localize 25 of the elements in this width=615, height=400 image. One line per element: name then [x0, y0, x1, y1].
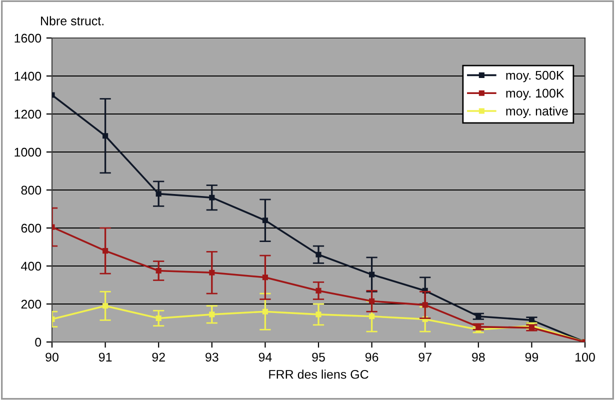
y-tick-label: 1400 — [14, 72, 42, 81]
x-tick-label: 93 — [206, 352, 218, 362]
x-tick-label: 99 — [525, 352, 538, 362]
y-tick-label: 1000 — [14, 148, 42, 157]
legend-label: moy. native — [506, 106, 568, 118]
x-tick-label: 95 — [312, 352, 325, 362]
y-tick-label: 600 — [21, 224, 42, 233]
x-tick-label: 100 — [576, 352, 595, 362]
x-tick-label: 97 — [418, 352, 432, 362]
y-tick-label: 0 — [35, 338, 42, 347]
x-tick-label: 92 — [152, 352, 165, 362]
y-tick-label: 1600 — [14, 34, 42, 43]
legend-label: moy. 500K — [506, 70, 564, 82]
y-tick-label: 800 — [21, 186, 42, 195]
x-tick-label: 96 — [365, 352, 378, 362]
y-tick-label: 200 — [21, 300, 42, 309]
x-tick-label: 91 — [98, 352, 112, 362]
y-axis-title: Nbre struct. — [41, 16, 104, 26]
x-axis-title: FRR des liens GC — [269, 370, 368, 379]
y-tick-label: 400 — [21, 262, 42, 271]
legend-label: moy. 100K — [506, 88, 564, 100]
y-tick-label: 1200 — [14, 110, 42, 119]
x-tick-label: 94 — [258, 352, 272, 362]
x-tick-label: 90 — [46, 352, 58, 362]
x-tick-label: 98 — [472, 352, 485, 362]
